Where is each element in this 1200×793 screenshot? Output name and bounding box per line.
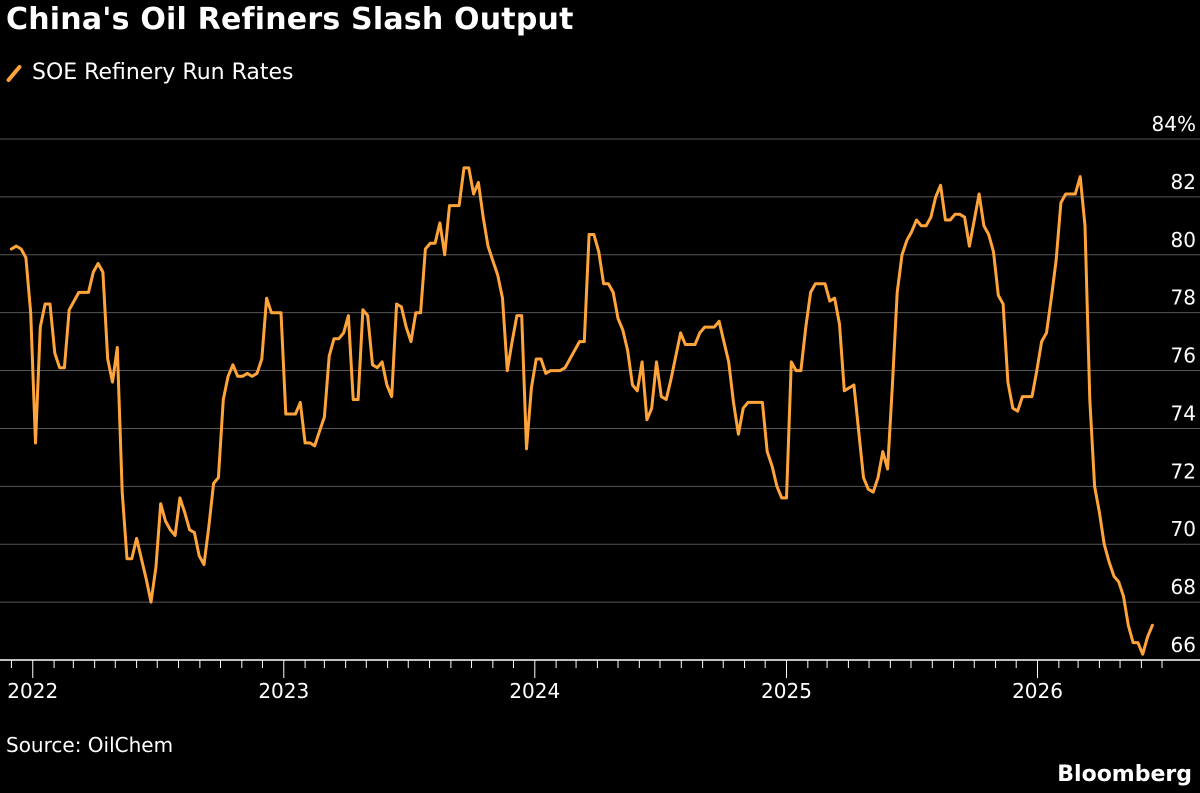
- plot-area: [9, 166, 1154, 656]
- legend: SOE Refinery Run Rates: [6, 60, 294, 85]
- y-tick-label: 76: [1171, 344, 1196, 368]
- x-axis: 2022 2023 2024 2025 2026: [0, 659, 1200, 703]
- x-tick-label: 2023: [258, 679, 309, 703]
- grid-lines: [0, 138, 1200, 603]
- x-tick-label: 2025: [761, 679, 812, 703]
- legend-label: SOE Refinery Run Rates: [32, 60, 294, 85]
- y-tick-label: 74: [1171, 401, 1196, 425]
- x-tick-label: 2022: [7, 679, 58, 703]
- y-tick-label: 68: [1171, 575, 1196, 599]
- y-tick-label: 70: [1171, 517, 1196, 541]
- y-axis-labels: 84% 82 80 78 76 74 72 70 68 66: [1152, 112, 1196, 657]
- x-tick-label: 2026: [1012, 679, 1063, 703]
- source-note: Source: OilChem: [6, 733, 174, 757]
- chart-title: China's Oil Refiners Slash Output: [6, 2, 574, 37]
- y-tick-label: 72: [1171, 459, 1196, 483]
- x-tick-label: 2024: [509, 679, 560, 703]
- y-tick-label: 82: [1171, 170, 1196, 194]
- y-tick-label: 66: [1171, 633, 1196, 657]
- y-tick-label: 80: [1171, 228, 1196, 252]
- y-tick-label: 78: [1171, 286, 1196, 310]
- y-tick-label: 84%: [1152, 112, 1196, 136]
- brand-logo: Bloomberg: [1057, 762, 1192, 787]
- series-line-soe-refinery-run-rates: [9, 166, 1154, 656]
